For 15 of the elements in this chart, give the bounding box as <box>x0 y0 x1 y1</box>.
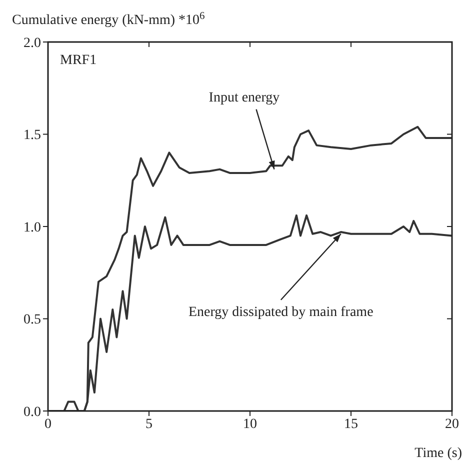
y-tick-label: 1.5 <box>24 128 41 144</box>
y-tick-label: 1.0 <box>24 220 41 236</box>
y-axis-title: Cumulative energy (kN-mm) *10$^{6}$ <box>12 10 205 28</box>
annotation: MRF1 <box>60 53 97 68</box>
x-axis-title: Time (s) <box>414 446 462 461</box>
annotation: Input energy <box>208 90 280 106</box>
y-tick-label: 0.0 <box>24 404 41 420</box>
y-tick-label: 2.0 <box>24 36 41 51</box>
x-tick-label: 15 <box>344 416 358 432</box>
annotation: Energy dissipated by main frame <box>188 304 374 320</box>
x-tick-label: 5 <box>146 416 152 432</box>
x-tick-label: 20 <box>445 416 459 432</box>
x-tick-label: 0 <box>44 416 52 432</box>
x-tick-label: 10 <box>243 416 257 432</box>
y-tick-label: 0.5 <box>24 312 41 328</box>
